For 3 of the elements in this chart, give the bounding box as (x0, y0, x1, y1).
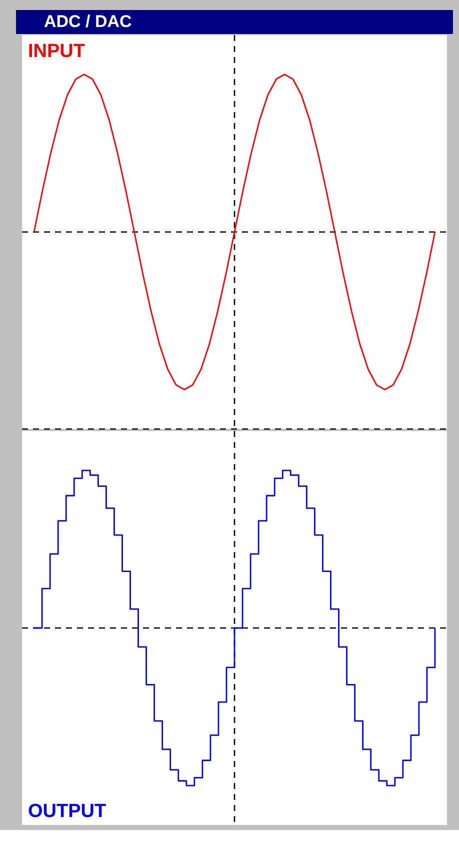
series-label: INPUT (28, 41, 86, 62)
text: OUTPUT (28, 801, 106, 822)
chart-title: ADC / DAC (44, 12, 132, 31)
